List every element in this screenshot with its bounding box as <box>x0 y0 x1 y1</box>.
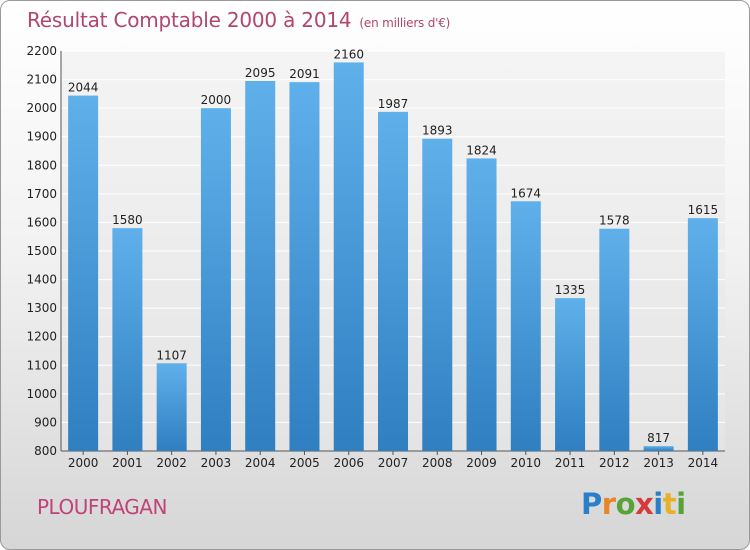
x-tick-label: 2005 <box>289 456 320 470</box>
y-tick-label: 1800 <box>26 158 57 172</box>
x-tick-label: 2000 <box>68 456 99 470</box>
unit-note: (en milliers d'€) <box>359 16 451 30</box>
bar <box>156 363 187 451</box>
title-text: Résultat Comptable 2000 à 2014 <box>27 8 352 32</box>
bar <box>245 81 276 451</box>
x-tick-label: 2003 <box>201 456 232 470</box>
x-tick-label: 2007 <box>378 456 409 470</box>
logo-letter: o <box>615 487 636 521</box>
bar <box>510 201 541 451</box>
x-tick-label: 2008 <box>422 456 453 470</box>
data-label: 1578 <box>599 214 630 228</box>
y-tick-label: 1500 <box>26 244 57 258</box>
data-label: 2044 <box>68 81 99 95</box>
y-tick-label: 2000 <box>26 101 57 115</box>
x-tick-label: 2006 <box>333 456 364 470</box>
bar <box>687 218 718 451</box>
bar <box>200 108 231 452</box>
data-label: 2000 <box>201 93 232 107</box>
data-label: 1107 <box>156 348 187 362</box>
x-tick-label: 2010 <box>511 456 542 470</box>
logo-letter: r <box>601 487 616 521</box>
data-label: 1674 <box>511 186 542 200</box>
x-tick-label: 2009 <box>466 456 497 470</box>
logo-letter: i <box>653 487 663 521</box>
data-label: 1335 <box>555 283 586 297</box>
x-tick-label: 2002 <box>156 456 187 470</box>
bar <box>643 446 674 451</box>
bar <box>599 228 630 451</box>
y-tick-label: 2200 <box>26 44 57 58</box>
y-tick-label: 1200 <box>26 330 57 344</box>
bar <box>68 95 99 452</box>
data-label: 1580 <box>112 213 143 227</box>
x-tick-label: 2012 <box>599 456 630 470</box>
x-tick-label: 2004 <box>245 456 276 470</box>
data-label: 1824 <box>466 143 497 157</box>
y-tick-label: 1400 <box>26 273 57 287</box>
x-tick-label: 2011 <box>555 456 586 470</box>
logo-letter: i <box>676 487 686 521</box>
x-tick-label: 2001 <box>112 456 143 470</box>
data-label: 1987 <box>378 97 409 111</box>
y-tick-label: 1000 <box>26 387 57 401</box>
bar <box>466 158 497 451</box>
bar <box>112 228 143 451</box>
y-tick-label: 1100 <box>26 358 57 372</box>
bar <box>333 62 364 452</box>
data-label: 817 <box>647 431 670 445</box>
bar <box>422 138 453 451</box>
y-tick-label: 1900 <box>26 130 57 144</box>
y-tick-label: 900 <box>34 415 57 429</box>
data-label: 2160 <box>333 47 364 61</box>
chart-title: Résultat Comptable 2000 à 2014 (en millie… <box>27 8 450 32</box>
bar <box>378 111 408 451</box>
y-tick-label: 2100 <box>26 73 57 87</box>
data-label: 1893 <box>422 124 453 138</box>
logo-letter: P <box>581 487 602 521</box>
data-label: 2095 <box>245 66 276 80</box>
data-label: 2091 <box>289 67 320 81</box>
logo-letter: x <box>635 487 654 521</box>
bar <box>289 82 320 452</box>
y-tick-label: 1300 <box>26 301 57 315</box>
y-tick-label: 1700 <box>26 187 57 201</box>
x-tick-label: 2014 <box>688 456 719 470</box>
commune-name: PLOUFRAGAN <box>37 495 167 519</box>
data-label: 1615 <box>688 203 719 217</box>
y-tick-label: 800 <box>34 444 57 458</box>
logo-letter: t <box>662 487 677 521</box>
proxiti-logo[interactable]: Proxiti <box>581 487 686 521</box>
y-tick-label: 1600 <box>26 215 57 229</box>
bar <box>555 298 586 451</box>
x-tick-label: 2013 <box>643 456 674 470</box>
